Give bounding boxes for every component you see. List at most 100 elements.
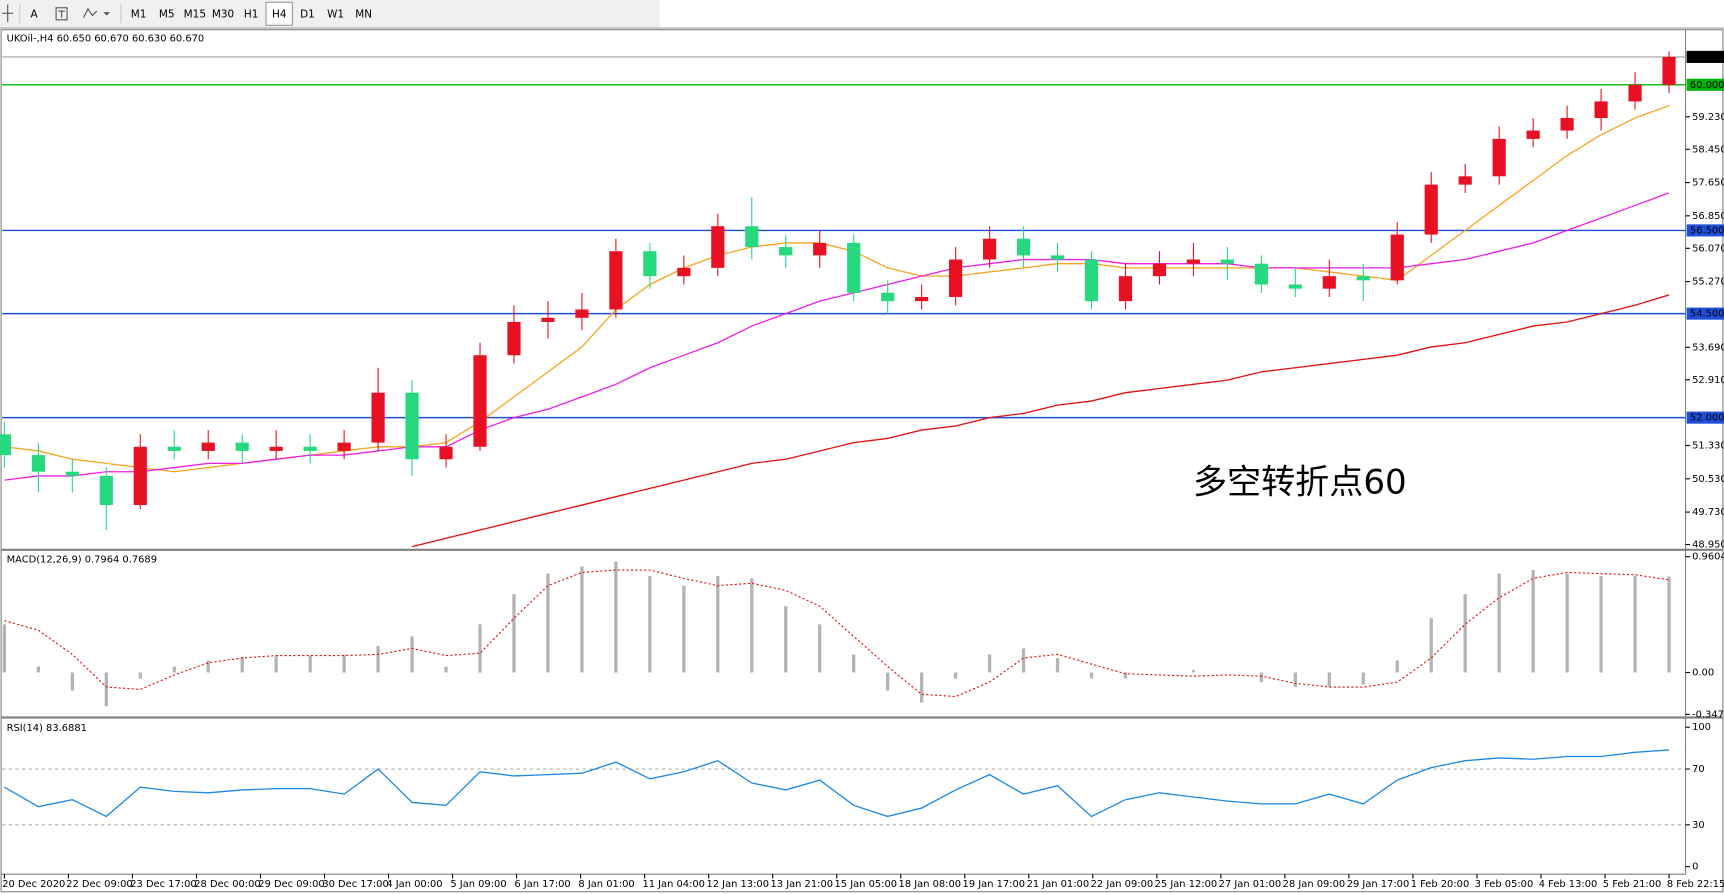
level-tag bbox=[1686, 411, 1724, 424]
candle-body bbox=[949, 259, 963, 297]
candle-body bbox=[1084, 259, 1099, 302]
x-tick-label: 22 Jan 09:00 bbox=[1091, 879, 1154, 890]
timeframe-button[interactable]: W1 bbox=[327, 8, 344, 20]
x-tick-label: 8 Feb 22:15 bbox=[1667, 879, 1724, 890]
candle-body bbox=[677, 267, 691, 277]
x-tick-label: 23 Dec 17:00 bbox=[130, 879, 196, 890]
crosshair-icon[interactable] bbox=[2, 4, 14, 23]
candle-body bbox=[982, 238, 997, 260]
candle-body bbox=[371, 392, 385, 443]
timeframe-button[interactable]: MN bbox=[355, 8, 372, 20]
x-tick-label: 29 Dec 09:00 bbox=[258, 879, 324, 890]
timeframe-button[interactable]: H1 bbox=[244, 8, 259, 20]
candle-body bbox=[1186, 259, 1201, 264]
level-tag bbox=[1686, 307, 1724, 320]
candle-body bbox=[1492, 138, 1506, 177]
label-tool[interactable] bbox=[55, 7, 68, 21]
candle-body bbox=[1254, 263, 1268, 285]
text-tool[interactable]: A bbox=[31, 8, 39, 20]
y-tick-label: 70 bbox=[1692, 764, 1705, 775]
x-tick-label: 12 Jan 13:00 bbox=[706, 879, 769, 890]
current-price-label: 60.670 bbox=[1690, 52, 1724, 63]
x-tick-label: 15 Jan 05:00 bbox=[835, 879, 898, 890]
candle-body bbox=[473, 355, 487, 447]
candle-body bbox=[1390, 234, 1404, 281]
y-tick-label: 0.00 bbox=[1692, 668, 1714, 679]
x-tick-label: 19 Jan 17:00 bbox=[963, 879, 1026, 890]
candle-body bbox=[201, 442, 215, 451]
y-tick-label: 52.910 bbox=[1692, 375, 1724, 386]
candle-body bbox=[575, 309, 589, 318]
candle-body bbox=[1322, 276, 1336, 289]
y-tick-label: 0 bbox=[1692, 862, 1698, 873]
x-tick-label: 11 Jan 04:00 bbox=[642, 879, 705, 890]
x-tick-label: 3 Feb 05:00 bbox=[1475, 879, 1534, 890]
level-label: 56.500 bbox=[1690, 225, 1724, 236]
candle-body bbox=[303, 446, 317, 451]
candle-body bbox=[1118, 276, 1133, 302]
y-tick-label: 30 bbox=[1692, 820, 1705, 831]
indicator-title: MACD(12,26,9) 0.7964 0.7689 bbox=[7, 555, 157, 566]
candle-body bbox=[1560, 118, 1574, 131]
candle-body bbox=[643, 251, 657, 277]
candle-body bbox=[609, 251, 623, 310]
candle-body bbox=[881, 292, 895, 302]
selected-button bbox=[265, 1, 294, 26]
candle-body bbox=[1050, 255, 1065, 260]
candle-body bbox=[1594, 101, 1608, 119]
x-tick-label: 4 Feb 13:00 bbox=[1539, 879, 1598, 890]
x-tick-label: 4 Jan 00:00 bbox=[386, 879, 442, 890]
candle-body bbox=[1458, 176, 1472, 185]
candle-body bbox=[1288, 284, 1302, 289]
x-tick-label: 1 Feb 20:00 bbox=[1411, 879, 1470, 890]
indicator-title: RSI(14) 83.6881 bbox=[7, 723, 87, 734]
candle-body bbox=[31, 455, 45, 472]
candle-body bbox=[167, 446, 181, 451]
candle-body bbox=[1628, 84, 1642, 102]
level-tag bbox=[1686, 78, 1724, 91]
y-tick-label: 48.950 bbox=[1692, 540, 1724, 551]
timeframe-button[interactable]: D1 bbox=[300, 8, 315, 20]
candle-body bbox=[1526, 130, 1540, 139]
y-tick-label: 57.650 bbox=[1692, 178, 1724, 189]
level-label: 54.500 bbox=[1690, 309, 1724, 320]
candle-body bbox=[0, 434, 11, 456]
level-label: 60.000 bbox=[1690, 80, 1724, 91]
x-tick-label: 22 Dec 09:00 bbox=[66, 879, 132, 890]
shapes-tool[interactable] bbox=[83, 7, 110, 18]
y-tick-label: 59.230 bbox=[1692, 112, 1724, 123]
timeframe-button[interactable]: M30 bbox=[212, 8, 234, 20]
timeframe-button[interactable]: M1 bbox=[131, 8, 147, 20]
y-tick-label: 51.330 bbox=[1692, 441, 1724, 452]
candle-body bbox=[269, 446, 283, 451]
x-tick-label: 29 Jan 17:00 bbox=[1347, 879, 1410, 890]
candle-body bbox=[745, 226, 759, 248]
candle-body bbox=[99, 475, 113, 506]
y-tick-label: 56.850 bbox=[1692, 211, 1724, 222]
x-tick-label: 5 Feb 21:00 bbox=[1603, 879, 1662, 890]
x-tick-label: 6 Jan 17:00 bbox=[514, 879, 570, 890]
candle-body bbox=[405, 392, 419, 460]
timeframe-button[interactable]: H4 bbox=[272, 8, 287, 20]
y-tick-label: 53.690 bbox=[1692, 342, 1724, 353]
candle-body bbox=[847, 242, 861, 293]
y-tick-label: 49.730 bbox=[1692, 507, 1724, 518]
x-tick-label: 28 Dec 00:00 bbox=[194, 879, 260, 890]
timeframe-button[interactable]: M5 bbox=[159, 8, 175, 20]
level-tag bbox=[1686, 224, 1724, 237]
y-tick-label: 58.450 bbox=[1692, 144, 1724, 155]
y-tick-label: 56.070 bbox=[1692, 243, 1724, 254]
candle-body bbox=[1356, 276, 1370, 281]
chart-border bbox=[0, 29, 1724, 893]
x-tick-label: 30 Dec 17:00 bbox=[322, 879, 388, 890]
toolbar-bg bbox=[0, 0, 660, 28]
candle-body bbox=[1662, 56, 1676, 85]
y-tick-label: 55.270 bbox=[1692, 277, 1724, 288]
x-tick-label: 25 Jan 12:00 bbox=[1155, 879, 1218, 890]
x-tick-label: 28 Jan 09:00 bbox=[1283, 879, 1346, 890]
toolbar: A M1 M5 M15 M30 H1 H4 D1 W1 MN bbox=[0, 0, 1724, 29]
timeframe-button[interactable]: M15 bbox=[184, 8, 206, 20]
annotation: 多空转折点60 bbox=[1193, 462, 1407, 502]
